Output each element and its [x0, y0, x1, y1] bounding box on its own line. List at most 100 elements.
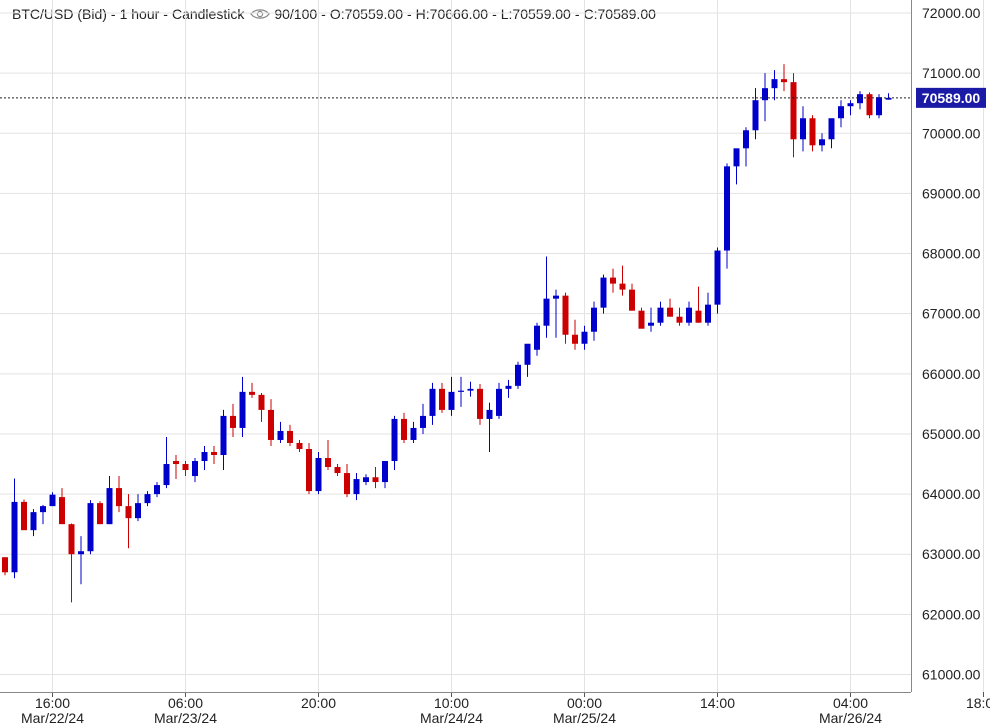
- candle-body: [59, 497, 65, 525]
- candle[interactable]: [87, 500, 94, 555]
- candle[interactable]: [239, 376, 246, 437]
- candle[interactable]: [686, 301, 692, 326]
- candle[interactable]: [486, 402, 493, 452]
- candle[interactable]: [144, 491, 151, 507]
- candle[interactable]: [838, 100, 844, 128]
- candle[interactable]: [866, 92, 873, 119]
- candle[interactable]: [78, 536, 84, 585]
- candle[interactable]: [629, 283, 635, 311]
- candle[interactable]: [306, 442, 312, 495]
- candle[interactable]: [553, 289, 559, 338]
- candle[interactable]: [125, 494, 132, 549]
- candle[interactable]: [230, 403, 236, 437]
- candle[interactable]: [857, 91, 863, 110]
- candle[interactable]: [173, 455, 179, 480]
- candle[interactable]: [477, 384, 483, 425]
- candle[interactable]: [524, 343, 531, 377]
- candle[interactable]: [695, 286, 702, 323]
- candle[interactable]: [287, 424, 293, 446]
- candle-body: [657, 307, 664, 323]
- candle[interactable]: [2, 557, 8, 576]
- candle[interactable]: [809, 115, 816, 152]
- candle[interactable]: [401, 412, 407, 443]
- candle[interactable]: [667, 298, 673, 317]
- candle[interactable]: [828, 118, 835, 149]
- candle[interactable]: [296, 439, 303, 452]
- candle[interactable]: [439, 382, 445, 413]
- candle[interactable]: [657, 301, 664, 326]
- candle[interactable]: [211, 445, 217, 465]
- candle[interactable]: [771, 70, 778, 101]
- candle[interactable]: [344, 464, 350, 498]
- y-tick-label: 71000.00: [922, 65, 981, 81]
- candle[interactable]: [182, 461, 189, 477]
- candle[interactable]: [610, 268, 616, 293]
- candle[interactable]: [97, 501, 103, 525]
- candle[interactable]: [648, 307, 654, 332]
- candle[interactable]: [11, 478, 18, 579]
- eye-icon[interactable]: [250, 8, 271, 20]
- candle[interactable]: [391, 415, 398, 471]
- candle[interactable]: [733, 148, 740, 185]
- candle[interactable]: [258, 393, 265, 422]
- candle[interactable]: [325, 439, 331, 471]
- candle[interactable]: [591, 301, 597, 341]
- candle[interactable]: [467, 381, 474, 397]
- candle[interactable]: [819, 133, 825, 152]
- candle[interactable]: [40, 504, 46, 525]
- candle[interactable]: [581, 325, 588, 350]
- candle[interactable]: [781, 64, 787, 92]
- candle[interactable]: [220, 409, 227, 471]
- candle[interactable]: [505, 379, 512, 398]
- candle[interactable]: [30, 509, 37, 537]
- candle[interactable]: [249, 382, 255, 398]
- candle[interactable]: [705, 292, 711, 326]
- candle[interactable]: [363, 474, 369, 486]
- candle[interactable]: [847, 100, 854, 116]
- candle[interactable]: [714, 247, 721, 314]
- candle[interactable]: [743, 127, 749, 167]
- candle[interactable]: [315, 451, 322, 495]
- candle[interactable]: [885, 93, 892, 100]
- candle[interactable]: [496, 382, 502, 419]
- candle[interactable]: [163, 436, 170, 489]
- candle[interactable]: [49, 492, 56, 507]
- candle[interactable]: [116, 476, 122, 513]
- candle[interactable]: [201, 445, 208, 471]
- candle[interactable]: [277, 421, 284, 443]
- candle[interactable]: [21, 499, 27, 531]
- candle[interactable]: [600, 274, 607, 314]
- candle[interactable]: [572, 319, 578, 350]
- candle[interactable]: [752, 88, 759, 140]
- candle[interactable]: [106, 476, 113, 525]
- candle-body: [828, 118, 835, 140]
- candle[interactable]: [724, 163, 730, 269]
- candle[interactable]: [619, 265, 626, 296]
- candle[interactable]: [534, 322, 540, 356]
- candle[interactable]: [68, 523, 75, 603]
- candle[interactable]: [876, 94, 882, 119]
- candle[interactable]: [676, 307, 683, 326]
- candle[interactable]: [458, 376, 464, 407]
- candle[interactable]: [410, 421, 417, 443]
- candle[interactable]: [154, 482, 160, 498]
- candle[interactable]: [543, 256, 550, 338]
- candle[interactable]: [762, 73, 768, 122]
- candle[interactable]: [448, 376, 455, 416]
- candle[interactable]: [135, 494, 141, 522]
- candle[interactable]: [420, 403, 426, 434]
- candle[interactable]: [800, 106, 806, 152]
- candle[interactable]: [382, 461, 388, 489]
- candle[interactable]: [268, 399, 274, 446]
- candle[interactable]: [562, 292, 569, 344]
- candle[interactable]: [790, 73, 797, 158]
- candle[interactable]: [638, 307, 645, 329]
- candle[interactable]: [372, 467, 379, 489]
- candle[interactable]: [515, 361, 521, 389]
- candle[interactable]: [59, 488, 65, 525]
- candle[interactable]: [334, 464, 341, 477]
- candle[interactable]: [353, 473, 360, 501]
- candle[interactable]: [429, 382, 436, 425]
- candle[interactable]: [192, 458, 198, 483]
